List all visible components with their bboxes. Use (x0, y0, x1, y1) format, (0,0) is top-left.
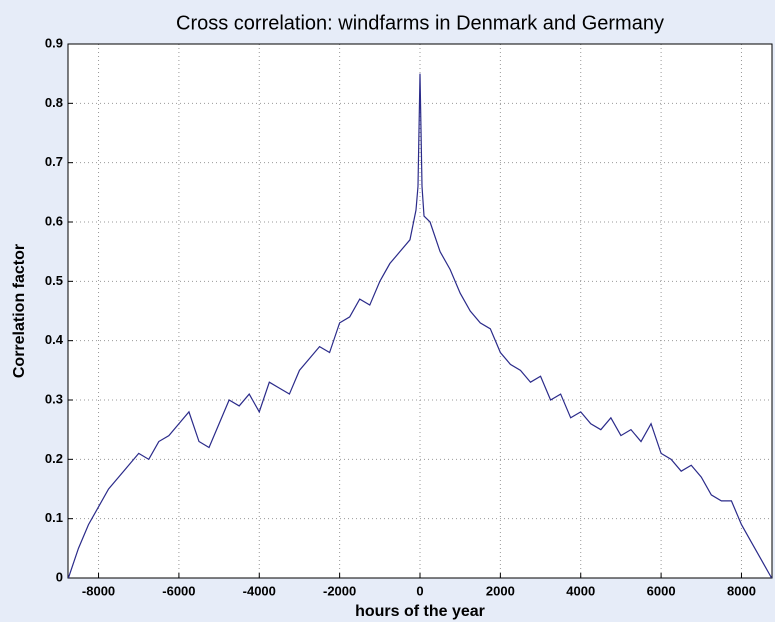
y-axis-label: Correlation factor (11, 244, 28, 378)
y-tick-label: 0.9 (45, 35, 63, 50)
y-tick-label: 0.2 (45, 451, 63, 466)
x-tick-label: -4000 (243, 583, 276, 598)
y-tick-label: 0.3 (45, 391, 63, 406)
data-line (67, 73, 773, 579)
y-tick-label: 0.6 (45, 213, 63, 228)
y-tick-label: 0.8 (45, 95, 63, 110)
x-tick-label: 4000 (566, 583, 595, 598)
plot-frame (67, 43, 773, 579)
y-tick-label: 0.1 (45, 510, 63, 525)
x-axis-label: hours of the year (355, 603, 485, 620)
x-tick-label: 6000 (647, 583, 676, 598)
y-tick-label: 0.7 (45, 154, 63, 169)
x-tick-label: -6000 (162, 583, 195, 598)
x-tick-label: 0 (416, 583, 423, 598)
y-tick-label: 0.5 (45, 273, 63, 288)
x-tick-label: 2000 (486, 583, 515, 598)
y-tick-label: 0 (56, 569, 63, 584)
chart-title: Cross correlation: windfarms in Denmark … (176, 12, 664, 34)
x-tick-label: 8000 (727, 583, 756, 598)
x-tick-label: -2000 (323, 583, 356, 598)
x-tick-label: -8000 (82, 583, 115, 598)
y-tick-label: 0.4 (45, 332, 64, 347)
